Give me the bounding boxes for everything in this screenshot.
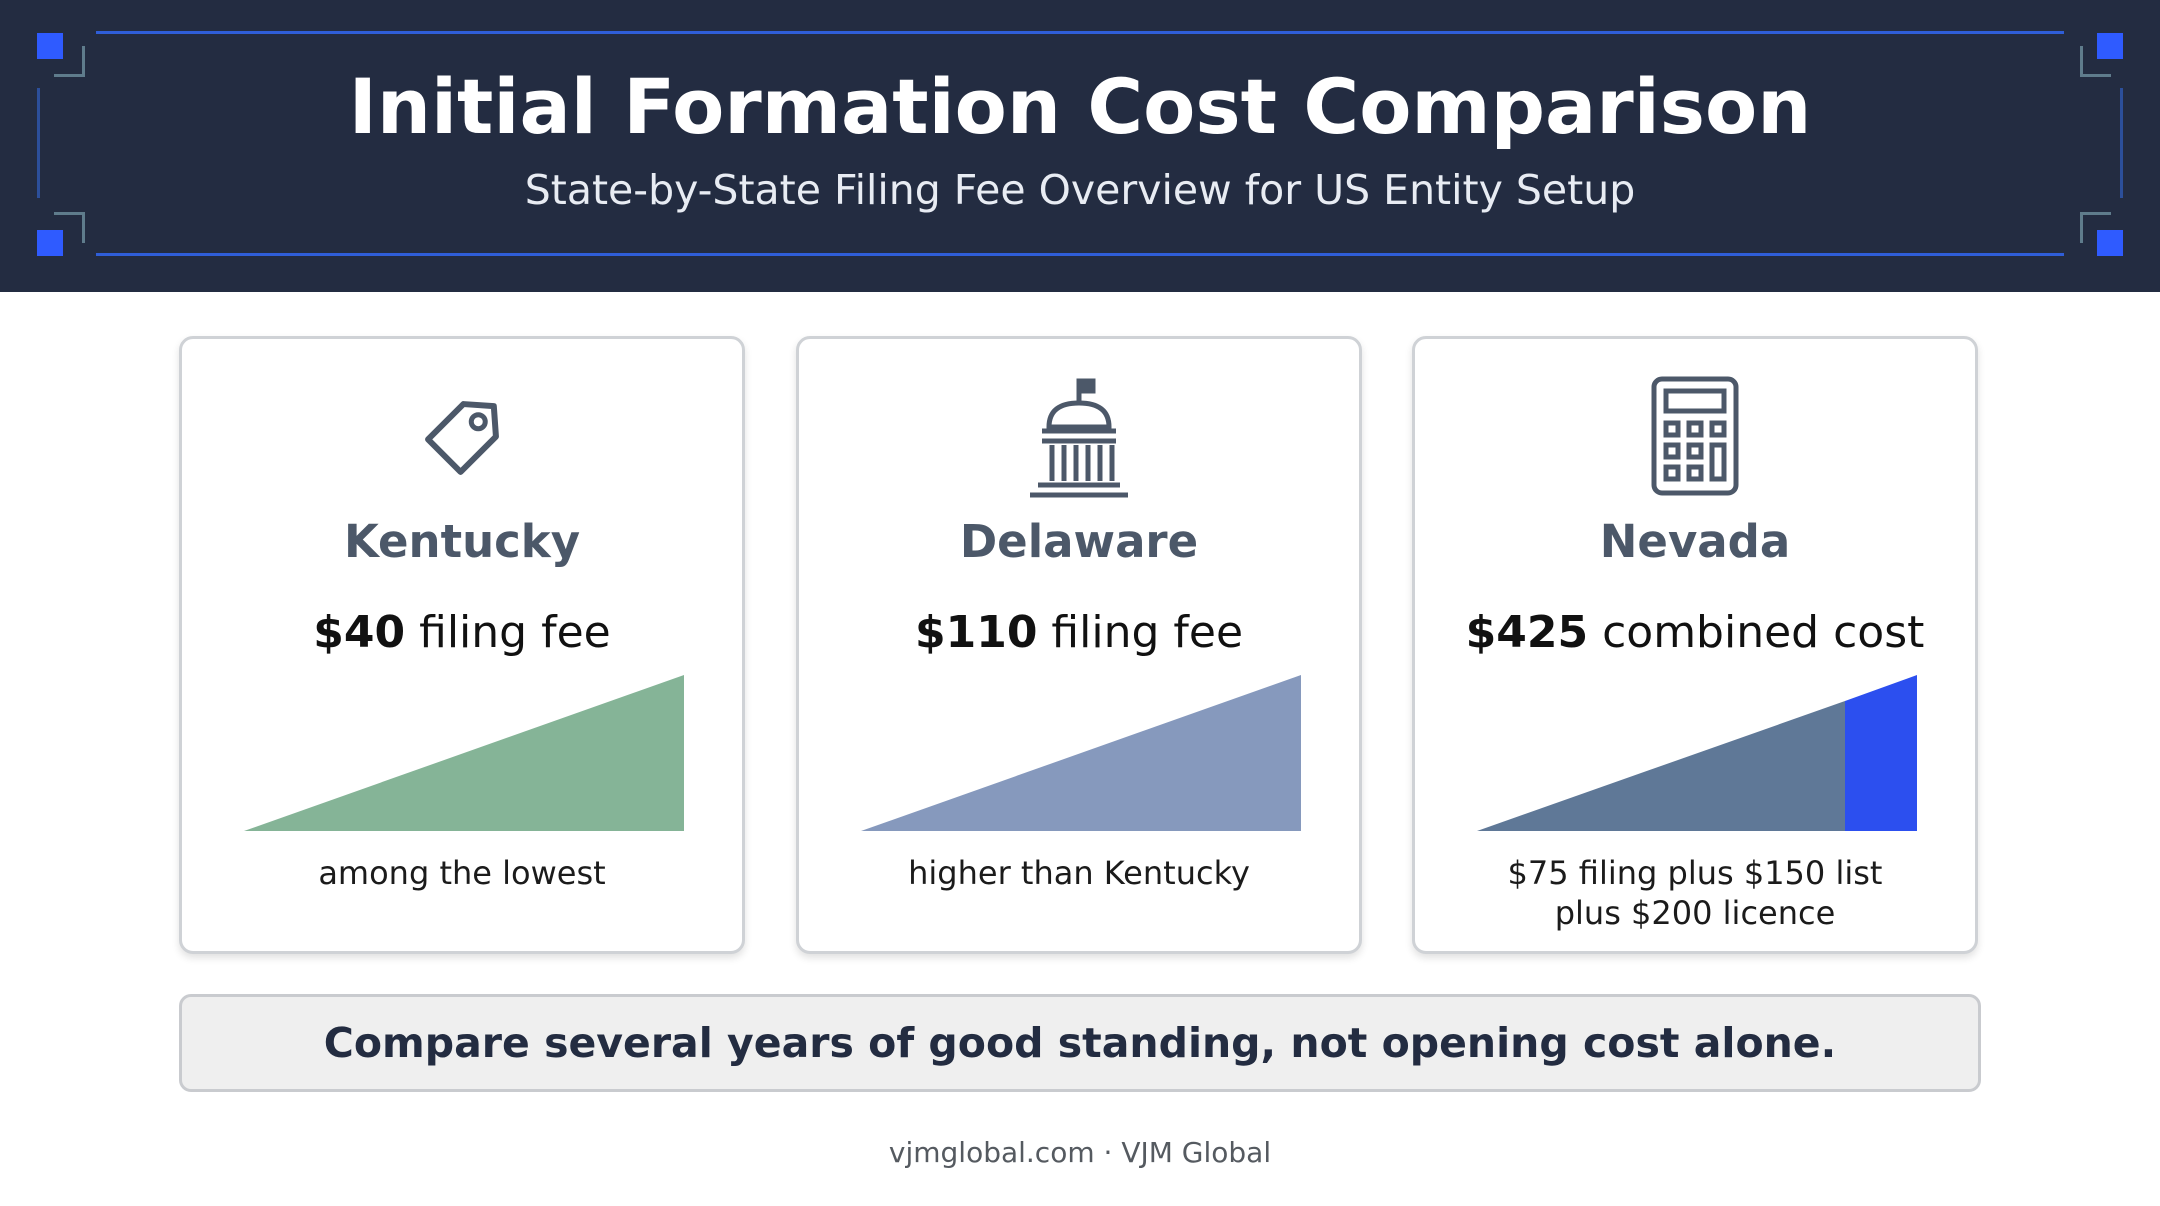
state-name: Delaware [959,515,1199,568]
frame-bottom-line [96,253,2064,256]
frame-top-line [96,31,2064,34]
fee-amount: $110 filing fee [799,607,1359,658]
corner-square-bottom-left [37,230,63,256]
header-banner: Initial Formation Cost Comparison State-… [0,0,2160,292]
corner-square-top-right [2097,33,2123,59]
corner-square-top-left [37,33,63,59]
fee-note: among the lowest [318,854,606,892]
fee-note-line: $75 filing plus $150 list [1507,854,1883,892]
corner-bracket-top-right [2080,46,2111,77]
cost-wedge [244,675,684,831]
corner-bracket-bottom-left [54,212,85,243]
fee-value: $40 [313,607,406,658]
frame-right-line [2120,88,2123,198]
cost-wedge [861,675,1301,831]
corner-bracket-bottom-right [2080,212,2111,243]
fee-amount: $40 filing fee [182,607,742,658]
corner-bracket-top-left [54,46,85,77]
cost-wedge-graphic [244,675,684,831]
corner-square-bottom-right [2097,230,2123,256]
price-tag-icon [182,375,742,501]
fee-note: $75 filing plus $150 list plus $200 lice… [1435,853,1955,933]
callout-text: Compare several years of good standing, … [323,1019,1837,1067]
cost-wedge [1477,701,1845,831]
footer-credit: vjmglobal.com · VJM Global [888,1136,1272,1169]
fee-value: $425 [1465,607,1589,658]
state-name: Nevada [1599,515,1791,568]
takeaway-callout: Compare several years of good standing, … [179,994,1981,1092]
fee-value: $110 [914,607,1038,658]
cost-wedge-graphic [861,675,1301,831]
cost-wedge-graphic [1477,675,1917,831]
state-name: Kentucky [343,515,581,568]
fee-label: filing fee [405,607,611,658]
card-kentucky: Kentucky $40 filing fee among the lowest [179,336,745,954]
fee-label: combined cost [1588,607,1925,658]
frame-left-line [37,88,40,198]
page-subtitle: State-by-State Filing Fee Overview for U… [524,166,1636,214]
cost-wedge-accent [1845,675,1917,831]
calculator-icon [1415,375,1975,501]
fee-note: higher than Kentucky [908,854,1250,892]
capitol-building-icon [799,375,1359,501]
fee-note-line: plus $200 licence [1554,894,1836,932]
fee-amount: $425 combined cost [1415,607,1975,658]
page-title: Initial Formation Cost Comparison [348,62,1812,151]
fee-label: filing fee [1037,607,1244,658]
card-nevada: Nevada $425 combined cost $75 filing plu… [1412,336,1978,954]
card-delaware: Delaware $110 filing fee higher than Ken… [796,336,1362,954]
